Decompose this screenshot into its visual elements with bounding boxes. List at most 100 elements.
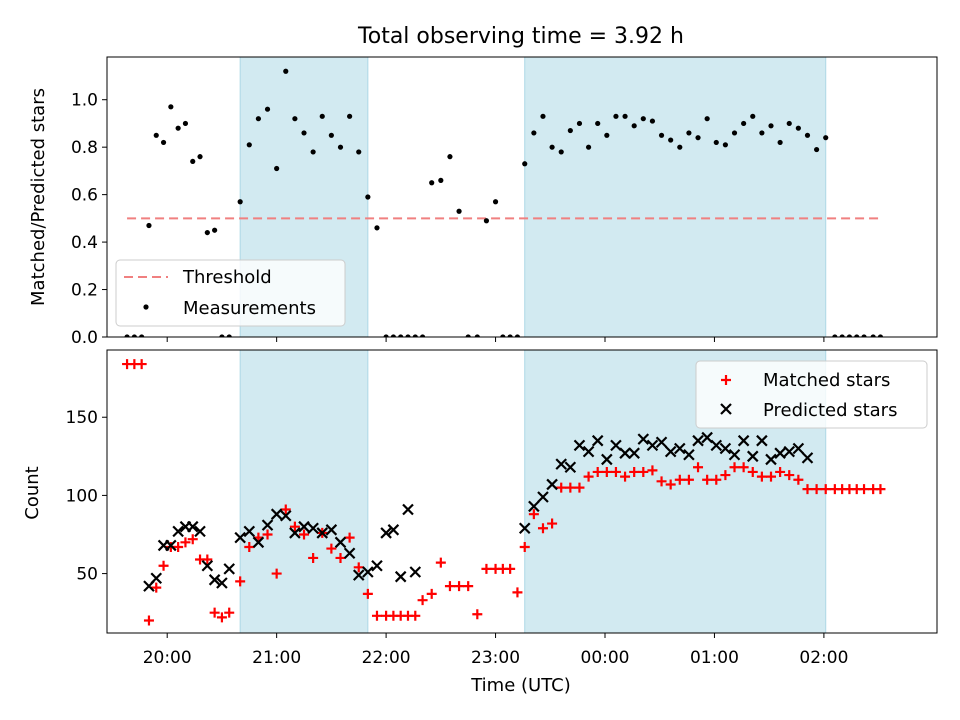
measurement-point — [649, 118, 656, 124]
matched-star-point — [173, 542, 184, 553]
y-tick-label: 0.6 — [71, 186, 98, 206]
matched-star-point — [629, 466, 640, 477]
matched-star-point — [444, 581, 455, 592]
x-tick-label: 20:00 — [143, 648, 192, 668]
measurement-point — [374, 225, 380, 231]
measurement-point — [861, 334, 867, 337]
measurement-point — [292, 116, 298, 122]
measurement-point — [668, 137, 674, 143]
measurement-point — [854, 334, 860, 337]
measurement-point — [567, 127, 573, 134]
predicted-star-point — [380, 527, 392, 539]
measurement-point — [283, 68, 289, 74]
x-tick-label: 02:00 — [799, 648, 848, 668]
predicted-star-point — [746, 450, 759, 463]
predicted-star-point — [289, 527, 301, 539]
predicted-star-point — [371, 559, 383, 572]
matched-star-point — [202, 554, 213, 565]
measurement-point — [337, 144, 344, 150]
measurement-point — [500, 334, 506, 337]
bottom-panel: 50 100 150 20:00 21:00 22:00 23:00 00:00 01:00 02… — [66, 349, 938, 668]
predicted-star-point — [783, 445, 796, 458]
measurement-point — [786, 120, 792, 127]
measurement-point — [398, 334, 404, 337]
top-y-axis-label: Matched/Predicted stars — [28, 88, 49, 306]
matched-star-point — [683, 474, 694, 485]
legend-matched-swatch — [721, 375, 731, 385]
matched-star-point — [859, 484, 870, 495]
predicted-star-point — [243, 525, 256, 538]
measurement-point — [695, 135, 701, 141]
matched-star-point — [583, 471, 594, 482]
matched-star-point — [811, 484, 822, 495]
matched-star-point — [574, 482, 585, 493]
measurement-point — [741, 120, 747, 127]
predicted-star-point — [655, 436, 668, 449]
measurement-point — [212, 227, 218, 233]
matched-star-point — [665, 479, 676, 490]
measurement-point — [465, 334, 471, 337]
measurement-point — [686, 130, 692, 136]
predicted-star-point — [165, 539, 177, 552]
measurement-point — [146, 222, 152, 229]
legend-box — [115, 259, 346, 327]
predicted-star-point — [801, 452, 814, 464]
predicted-star-point — [402, 503, 414, 516]
measurement-point — [160, 139, 167, 146]
measurement-point — [595, 120, 601, 127]
measurement-point — [585, 144, 592, 150]
measurement-point — [124, 334, 130, 337]
matched-star-point — [271, 568, 282, 579]
matched-star-point — [793, 474, 804, 485]
matched-star-point — [454, 581, 465, 592]
measurement-point — [750, 113, 756, 119]
measurement-point — [804, 132, 811, 138]
predicted-star-point — [223, 563, 235, 575]
bottom-y-axis-label: Count — [22, 466, 43, 519]
x-axis-label: Time (UTC) — [470, 675, 571, 696]
measurement-point — [246, 142, 252, 148]
measurement-point — [175, 125, 181, 131]
predicted-star-point — [619, 447, 631, 459]
measurement-point — [274, 165, 280, 172]
matched-star-point — [417, 595, 428, 606]
predicted-star-point — [737, 434, 750, 447]
predicted-star-point — [628, 447, 640, 459]
matched-star-point — [547, 518, 558, 529]
measurement-point — [204, 229, 210, 236]
measurement-point — [814, 146, 820, 153]
matched-star-point — [308, 552, 319, 563]
predicted-star-point — [252, 536, 265, 549]
legend-measurement-label: Measurements — [183, 298, 316, 319]
measurement-point — [514, 334, 521, 337]
matched-star-point — [362, 588, 373, 599]
matched-star-point — [143, 615, 154, 626]
matched-star-point — [151, 582, 162, 593]
measurement-point — [168, 104, 174, 110]
predicted-star-point — [352, 569, 365, 581]
measurement-point — [301, 130, 307, 136]
predicted-star-point — [334, 536, 347, 549]
measurement-point — [347, 113, 353, 119]
matched-star-point — [711, 474, 722, 485]
legend-measurement-swatch — [143, 304, 149, 310]
predicted-star-point — [279, 509, 292, 522]
matched-star-point — [262, 529, 273, 540]
measurement-point — [264, 106, 271, 112]
predicted-star-point — [683, 448, 695, 461]
measurement-point — [549, 144, 555, 150]
matched-star-point — [565, 482, 576, 493]
predicted-star-point — [719, 442, 732, 455]
axes-frame — [106, 349, 938, 634]
matched-star-point — [747, 466, 758, 477]
predicted-star-point — [528, 500, 540, 513]
matched-star-point — [756, 471, 767, 482]
matched-star-point — [244, 542, 255, 553]
matched-star-point — [720, 470, 731, 481]
predicted-star-point — [591, 434, 604, 447]
measurement-point — [604, 132, 610, 138]
y-tick-label: 0.2 — [71, 281, 98, 301]
measurement-point — [846, 334, 853, 337]
matched-star-point — [344, 532, 355, 543]
